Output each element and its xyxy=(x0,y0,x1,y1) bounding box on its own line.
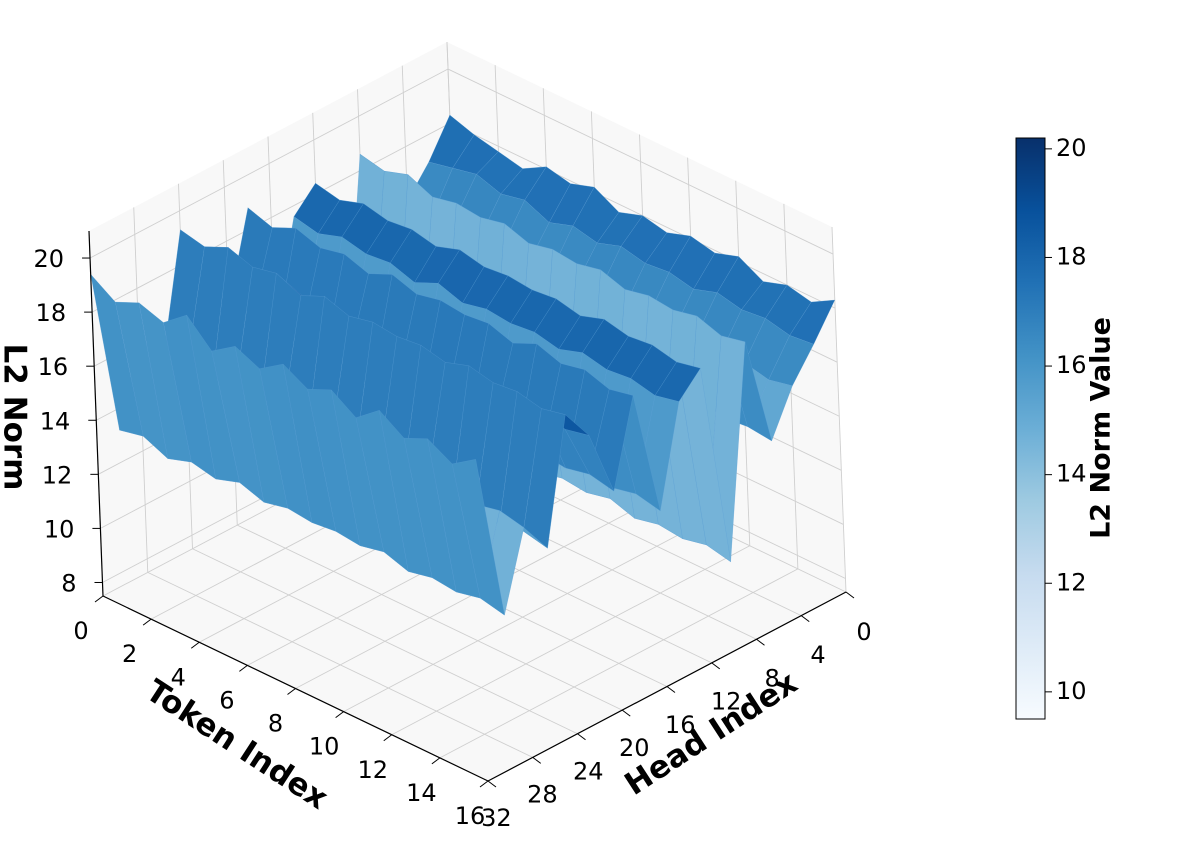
y-tick-label: 0 xyxy=(856,618,871,646)
z-tick-label: 8 xyxy=(61,570,76,598)
x-tick-label: 16 xyxy=(455,802,486,830)
x-tick-label: 0 xyxy=(73,617,88,645)
x-tick-mark xyxy=(287,688,296,695)
surface-mesh xyxy=(90,114,836,616)
colorbar-tick-label: 16 xyxy=(1056,351,1087,379)
colorbar-tick-label: 20 xyxy=(1056,134,1087,162)
x-tick-mark xyxy=(142,618,152,626)
x-tick-mark xyxy=(431,757,441,765)
colorbar-tick-label: 10 xyxy=(1056,677,1087,705)
grid-line xyxy=(89,68,449,259)
y-tick-mark xyxy=(845,591,855,599)
y-tick-mark xyxy=(711,662,721,670)
grid-line xyxy=(237,524,623,711)
x-tick-mark xyxy=(239,664,248,672)
colorbar-rect xyxy=(1015,137,1046,720)
y-tick-label: 16 xyxy=(665,711,696,739)
z-tick-label: 12 xyxy=(42,461,73,489)
colorbar-tick-label: 14 xyxy=(1056,460,1087,488)
y-tick-mark xyxy=(756,638,765,646)
x-tick-label: 8 xyxy=(268,710,283,738)
y-tick-label: 20 xyxy=(619,734,650,762)
y-tick-label: 32 xyxy=(481,804,512,832)
y-tick-mark xyxy=(666,686,676,693)
x-axis-label: Token Index xyxy=(139,673,334,817)
grid-line xyxy=(447,68,834,255)
y-tick-label: 28 xyxy=(527,781,558,809)
x-tick-label: 6 xyxy=(219,686,234,714)
z-tick-label: 20 xyxy=(33,245,64,273)
z-tick-label: 16 xyxy=(38,353,69,381)
z-axis-label: L2 Norm xyxy=(0,344,33,491)
y-tick-label: 4 xyxy=(810,641,825,669)
colorbar-tick-label: 18 xyxy=(1056,243,1087,271)
y-tick-mark xyxy=(621,709,631,717)
x-tick-label: 12 xyxy=(358,756,389,784)
y-tick-mark xyxy=(532,756,542,764)
x-tick-label: 14 xyxy=(406,779,437,807)
x-tick-mark xyxy=(190,641,200,649)
y-tick-label: 24 xyxy=(573,757,604,785)
x-tick-label: 2 xyxy=(122,640,137,668)
grid-line xyxy=(831,226,847,593)
colorbar-tick-label: 12 xyxy=(1056,568,1087,596)
z-tick-label: 18 xyxy=(36,299,67,327)
z-tick-label: 10 xyxy=(44,515,75,543)
x-tick-mark xyxy=(94,595,104,603)
grid-line xyxy=(147,571,533,758)
y-tick-label: 12 xyxy=(711,688,742,716)
y-tick-mark xyxy=(800,615,810,623)
y-tick-mark xyxy=(487,780,497,788)
x-tick-label: 10 xyxy=(309,733,340,761)
y-tick-mark xyxy=(577,733,586,741)
grid-line xyxy=(192,548,578,735)
surface-facet xyxy=(451,459,505,616)
z-tick-label: 14 xyxy=(40,407,71,435)
x-tick-label: 4 xyxy=(171,663,186,691)
colorbar-label: L2 Norm Value xyxy=(1086,317,1117,539)
y-tick-label: 8 xyxy=(764,665,779,693)
x-tick-mark xyxy=(383,734,393,742)
colorbar-ticks: 10 12 14 16 18 20 xyxy=(1045,134,1087,705)
x-tick-mark xyxy=(479,780,489,788)
x-tick-mark xyxy=(335,711,344,719)
colorbar: 10 12 14 16 18 20 L2 Norm Value xyxy=(1015,134,1117,720)
grid-line xyxy=(91,122,451,313)
tick-labels: 0246810121416048121620242832810121416182… xyxy=(33,245,871,832)
z-axis-line xyxy=(88,230,104,597)
